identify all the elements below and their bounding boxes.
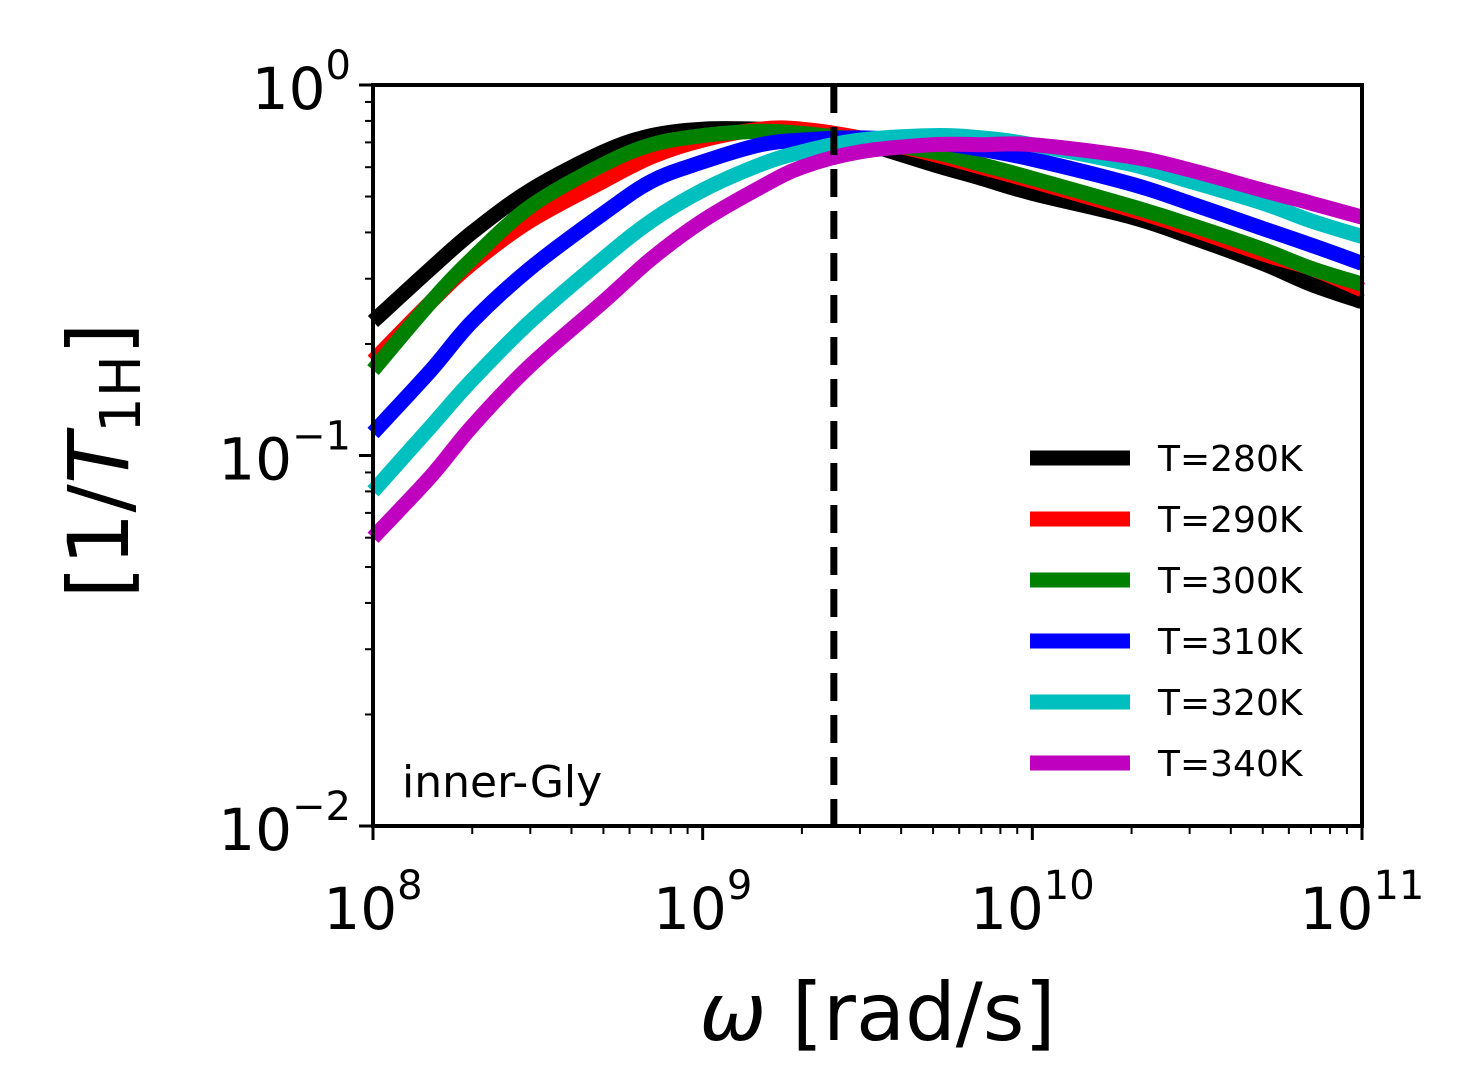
y-tick-base: 10 xyxy=(218,426,292,494)
x-axis-unit: [rad/s] xyxy=(792,966,1056,1059)
legend: T=280K T=290K T=300K T=310K T=320K T=340K xyxy=(1030,439,1304,785)
legend-label: T=300K xyxy=(1157,561,1304,602)
legend-label: T=290K xyxy=(1157,500,1304,541)
y-tick-label: 10−2 xyxy=(218,784,351,864)
legend-label: T=340K xyxy=(1157,744,1304,785)
y-tick-exponent: 0 xyxy=(326,43,351,89)
y-tick-base: 10 xyxy=(252,55,326,123)
panel-annotation: inner-Gly xyxy=(402,757,602,808)
series-line-5 xyxy=(367,136,1364,543)
legend-label: T=310K xyxy=(1157,622,1304,663)
y-axis-subscript: 1H xyxy=(89,355,154,433)
x-tick-exponent: 9 xyxy=(727,863,752,909)
legend-label: T=280K xyxy=(1157,439,1304,480)
x-tick-base: 10 xyxy=(653,875,727,943)
x-tick-base: 10 xyxy=(970,875,1044,943)
x-tick-base: 10 xyxy=(1300,875,1374,943)
y-axis-prefix: [1/ xyxy=(50,483,148,598)
x-tick-label: 109 xyxy=(653,863,752,943)
legend-label: T=320K xyxy=(1157,683,1304,724)
x-axis-symbol: ω xyxy=(699,966,766,1059)
y-tick-label: 10−1 xyxy=(218,414,351,494)
x-axis-label: ω [rad/s] xyxy=(699,966,1055,1059)
y-tick-base: 10 xyxy=(218,796,292,864)
y-tick-label: 100 xyxy=(252,43,351,123)
y-axis-symbol: T xyxy=(50,427,148,484)
y-tick-exponent: −1 xyxy=(292,414,351,460)
x-tick-label: 108 xyxy=(323,863,422,943)
x-tick-base: 10 xyxy=(323,875,397,943)
x-tick-exponent: 8 xyxy=(397,863,422,909)
x-tick-exponent: 11 xyxy=(1373,863,1424,909)
x-tick-label: 1010 xyxy=(970,863,1095,943)
x-tick-label: 1011 xyxy=(1300,863,1425,943)
y-axis-suffix: ] xyxy=(50,322,148,355)
y-tick-exponent: −2 xyxy=(292,784,351,830)
x-tick-exponent: 10 xyxy=(1044,863,1095,909)
y-axis-label: [1/T1H] xyxy=(50,322,154,598)
curves-group xyxy=(367,120,1365,543)
series-line-4 xyxy=(367,128,1365,497)
